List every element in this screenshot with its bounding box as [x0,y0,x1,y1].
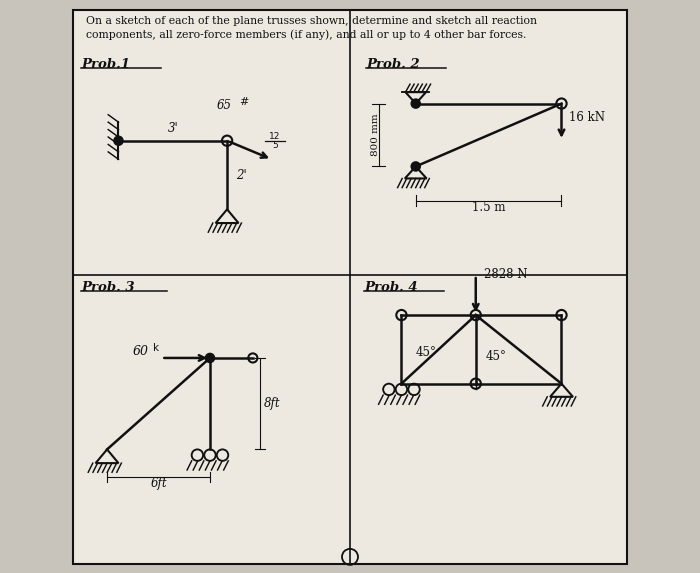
Text: 2': 2' [236,168,246,182]
Text: On a sketch of each of the plane trusses shown, determine and sketch all reactio: On a sketch of each of the plane trusses… [86,15,537,40]
Text: 800 mm: 800 mm [371,113,380,156]
Text: #: # [239,97,249,107]
Text: Prob. 3: Prob. 3 [81,281,135,294]
Text: Prob.1: Prob.1 [81,58,130,71]
Text: 12: 12 [269,132,281,141]
Text: 6ft: 6ft [150,477,167,490]
Circle shape [205,354,214,363]
FancyBboxPatch shape [73,10,627,564]
Text: 2828 N: 2828 N [484,268,528,281]
Text: 65: 65 [217,99,232,112]
Circle shape [411,162,420,171]
Text: 45°: 45° [416,346,437,359]
Text: Prob. 2: Prob. 2 [366,58,419,71]
Text: Prob. 4: Prob. 4 [364,281,418,294]
Text: k: k [153,343,159,352]
Circle shape [411,99,420,108]
Text: 60: 60 [133,344,149,358]
Text: 8ft: 8ft [265,397,281,410]
Text: 45°: 45° [486,350,507,363]
Text: 16 kN: 16 kN [569,111,605,124]
Text: 3': 3' [167,122,178,135]
Text: 5: 5 [272,141,278,150]
Circle shape [114,136,123,146]
Text: 1.5 m: 1.5 m [472,201,505,214]
